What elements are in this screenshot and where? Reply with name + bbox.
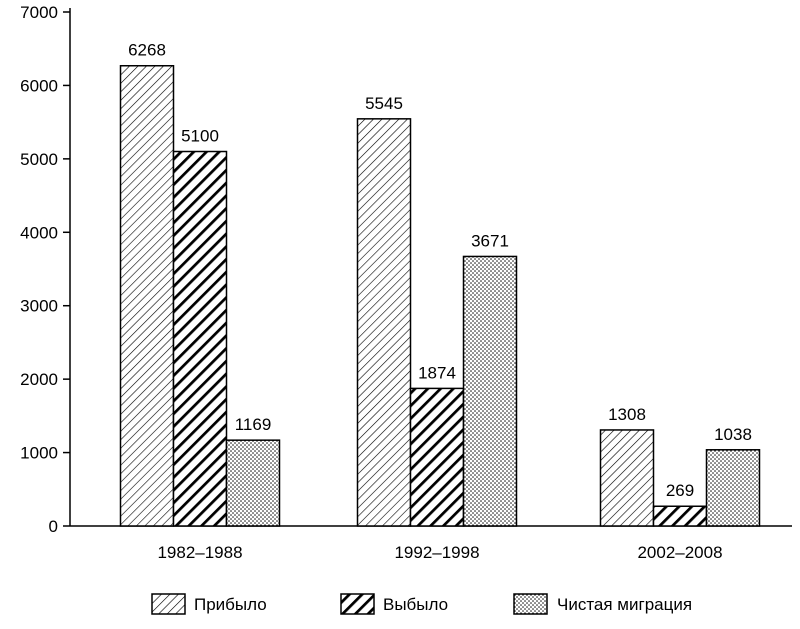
legend-label: Выбыло xyxy=(383,595,448,614)
data-labels: 6268 5100 1169 5545 1874 3671 1308 269 1038 xyxy=(128,41,752,500)
bar-vybylo xyxy=(172,150,228,527)
legend-label: Чистая миграция xyxy=(557,595,692,614)
data-label: 5545 xyxy=(365,94,403,113)
x-tick-label: 1992–1998 xyxy=(394,543,479,562)
bar-vybylo xyxy=(409,387,465,527)
data-label: 3671 xyxy=(471,231,509,250)
bar-vybylo xyxy=(652,505,708,527)
y-tick-label: 1000 xyxy=(20,444,58,463)
data-label: 1038 xyxy=(714,425,752,444)
y-tick-label: 4000 xyxy=(20,223,58,242)
data-label: 1169 xyxy=(235,415,272,434)
legend-swatch xyxy=(513,593,548,615)
y-tick-label: 5000 xyxy=(20,150,58,169)
x-axis: 1982–1988 1992–1998 2002–2008 xyxy=(70,525,792,562)
y-tick-label: 6000 xyxy=(20,76,58,95)
legend-swatch xyxy=(340,593,375,615)
bar-pribylo xyxy=(599,429,655,527)
legend-item: Прибыло xyxy=(151,593,267,615)
x-tick-label: 1982–1988 xyxy=(157,543,242,562)
bar-chistaya-migratsiya xyxy=(705,449,761,527)
x-tick-label: 2002–2008 xyxy=(637,543,722,562)
legend-label: Прибыло xyxy=(194,595,267,614)
y-tick-label: 2000 xyxy=(20,370,58,389)
y-tick-label: 3000 xyxy=(20,297,58,316)
bar-chistaya-migratsiya xyxy=(462,255,518,527)
data-label: 1308 xyxy=(608,405,646,424)
legend-swatch xyxy=(151,593,186,615)
bars xyxy=(119,64,761,527)
bar-pribylo xyxy=(119,64,175,527)
data-label: 1874 xyxy=(418,363,456,382)
y-axis: 0 1000 2000 3000 4000 5000 6000 7000 xyxy=(20,3,71,536)
bar-chistaya-migratsiya xyxy=(225,439,281,527)
bar-pribylo xyxy=(356,118,412,527)
legend: Прибыло Выбыло Чистая миграция xyxy=(151,593,692,615)
legend-item: Чистая миграция xyxy=(513,593,692,615)
y-tick-label: 0 xyxy=(49,517,58,536)
y-tick-label: 7000 xyxy=(20,3,58,22)
data-label: 5100 xyxy=(181,127,219,146)
legend-item: Выбыло xyxy=(340,593,448,615)
data-label: 269 xyxy=(666,481,694,500)
data-label: 6268 xyxy=(128,41,166,60)
